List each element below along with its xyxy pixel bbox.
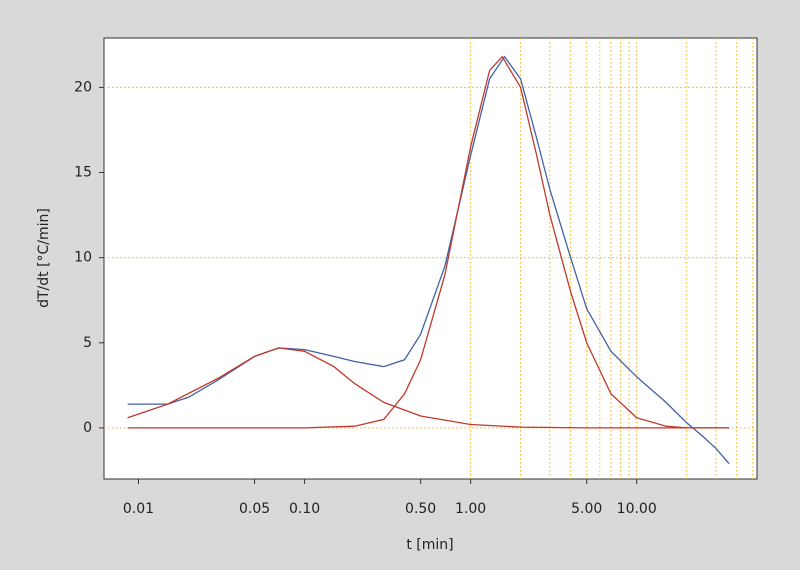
- y-axis-label: dT/dt [°C/min]: [36, 208, 52, 308]
- x-axis-label: t [min]: [406, 537, 453, 553]
- x-tick-label: 1.00: [455, 501, 486, 517]
- series-line: [127, 347, 730, 429]
- x-tick-label: 0.50: [405, 501, 436, 517]
- x-tick-label: 0.10: [289, 501, 320, 517]
- x-tick-label: 0.05: [239, 501, 270, 517]
- x-tick-label: 10.00: [617, 501, 657, 517]
- x-tick-label: 0.01: [123, 501, 154, 517]
- x-tick-label: 5.00: [571, 501, 602, 517]
- y-tick-label: 0: [83, 420, 92, 436]
- y-tick-label: 10: [74, 250, 92, 266]
- series-line: [127, 55, 730, 429]
- y-tick-label: 15: [74, 165, 92, 181]
- y-tick-label: 5: [83, 335, 92, 351]
- y-tick-label: 20: [74, 79, 92, 95]
- plot-area: [103, 37, 758, 480]
